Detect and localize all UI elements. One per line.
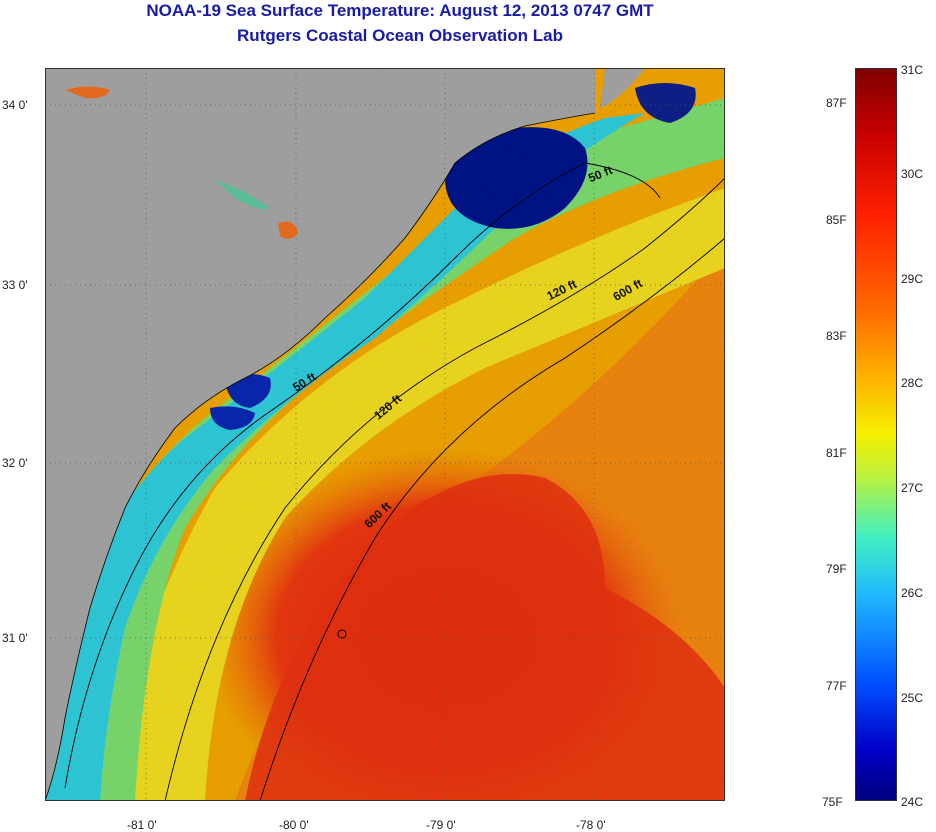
cbar-f-85: 85F [826, 213, 847, 227]
lat-label-31: 31 0' [2, 631, 28, 645]
lon-label-79: -79 0' [426, 818, 456, 832]
lat-label-34: 34 0' [2, 98, 28, 112]
map-subtitle: Rutgers Coastal Ocean Observation Lab [237, 26, 563, 45]
cbar-f-81: 81F [826, 446, 847, 460]
cbar-c-28: 28C [901, 376, 924, 390]
lat-label-33: 33 0' [2, 278, 28, 292]
isobath-600ft [259, 237, 725, 801]
lon-label-80: -80 0' [279, 818, 309, 832]
cbar-f-83: 83F [826, 329, 847, 343]
temperature-colorbar [855, 68, 897, 801]
cbar-c-26: 26C [901, 586, 924, 600]
graticule [45, 68, 725, 801]
cbar-c-27: 27C [901, 481, 924, 495]
cbar-c-31: 31C [901, 63, 924, 77]
cbar-f-79: 79F [826, 562, 847, 576]
lon-label-78: -78 0' [576, 818, 606, 832]
cbar-c-30: 30C [901, 167, 924, 181]
cbar-f-75: 75F [822, 795, 843, 809]
map-title: NOAA-19 Sea Surface Temperature: August … [146, 1, 654, 20]
cbar-c-29: 29C [901, 272, 924, 286]
map-frame [45, 68, 725, 801]
isobath-120ft [164, 177, 725, 801]
cbar-f-87: 87F [826, 96, 847, 110]
isobath-50ft [64, 162, 661, 789]
cbar-c-25: 25C [901, 691, 924, 705]
lat-label-32: 32 0' [2, 456, 28, 470]
cbar-c-24: 24C [901, 795, 924, 809]
texture [45, 68, 725, 801]
station-marker [337, 629, 347, 639]
lon-label-81: -81 0' [127, 818, 157, 832]
cbar-f-77: 77F [826, 679, 847, 693]
sst-map [45, 68, 725, 801]
